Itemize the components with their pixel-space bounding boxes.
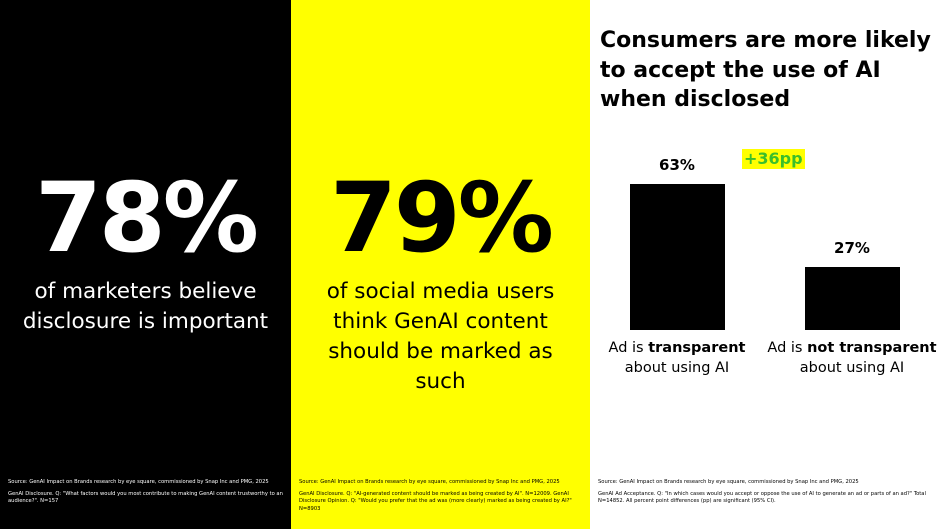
marketers-source: Source: GenAI Impact on Brands research … <box>8 479 283 506</box>
source-line: Source: GenAI Impact on Brands research … <box>8 479 269 485</box>
difference-badge: +36pp <box>742 149 805 170</box>
chart-title: Consumers are more likely to accept the … <box>600 28 931 113</box>
social-users-caption: of social media users think GenAI conten… <box>326 279 555 395</box>
social-users-stat: 79% <box>330 162 554 274</box>
source-line: Source: GenAI Impact on Brands research … <box>598 479 859 485</box>
category-label-1: Ad is transparent about using AI <box>608 340 746 376</box>
marketers-panel: 78% of marketers believe disclosure is i… <box>0 0 291 529</box>
source-line: Source: GenAI Impact on Brands research … <box>299 479 560 485</box>
category-label-2: Ad is not transparent about using AI <box>767 340 937 376</box>
question-note: GenAI Disclosure. Q: "What factors would… <box>8 490 283 505</box>
social-users-source: Source: GenAI Impact on Brands research … <box>299 479 582 513</box>
marketers-caption: of marketers believe disclosure is impor… <box>22 279 269 335</box>
acceptance-source: Source: GenAI Impact on Brands research … <box>598 479 939 506</box>
data-label-2: 27% <box>834 239 870 258</box>
social-users-panel: 79% of social media users think GenAI co… <box>291 0 590 529</box>
data-label-1: 63% <box>659 156 695 174</box>
question-note: GenAI Disclosure. Q: "AI-generated conte… <box>299 490 572 512</box>
question-note: GenAI Ad Acceptance. Q: "In which cases … <box>598 490 926 505</box>
marketers-stat: 78% <box>35 162 259 274</box>
bar-1 <box>629 184 725 330</box>
acceptance-panel: Consumers are more likely to accept the … <box>590 0 947 529</box>
bar-2 <box>804 267 900 330</box>
